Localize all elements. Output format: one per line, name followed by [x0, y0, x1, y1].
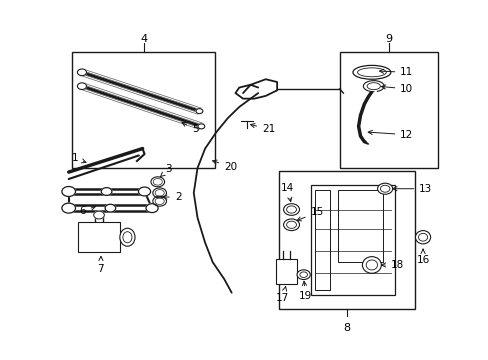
- Bar: [78, 222, 120, 252]
- Circle shape: [101, 188, 112, 195]
- Bar: [311, 185, 394, 296]
- Ellipse shape: [362, 257, 381, 273]
- Text: 1: 1: [71, 153, 86, 163]
- Bar: [314, 190, 329, 290]
- Text: 20: 20: [212, 160, 237, 172]
- Ellipse shape: [283, 204, 299, 215]
- Text: 7: 7: [98, 256, 104, 274]
- Ellipse shape: [283, 219, 299, 231]
- Text: 21: 21: [250, 123, 275, 134]
- Circle shape: [62, 203, 75, 213]
- Text: 13: 13: [392, 184, 431, 194]
- Text: 11: 11: [379, 67, 413, 77]
- Circle shape: [198, 124, 204, 129]
- Text: 19: 19: [298, 281, 311, 301]
- Ellipse shape: [120, 228, 135, 246]
- Text: 9: 9: [385, 34, 392, 44]
- Ellipse shape: [366, 83, 380, 90]
- Circle shape: [138, 187, 150, 196]
- Bar: [339, 51, 437, 168]
- Text: 2: 2: [163, 192, 181, 202]
- Text: 15: 15: [296, 207, 323, 221]
- Text: 14: 14: [281, 183, 294, 202]
- Ellipse shape: [415, 231, 430, 244]
- Text: 10: 10: [381, 84, 412, 94]
- Text: 5: 5: [182, 122, 198, 134]
- Circle shape: [153, 196, 166, 206]
- Text: 3: 3: [160, 164, 172, 177]
- Circle shape: [196, 109, 203, 114]
- Circle shape: [105, 204, 116, 212]
- Ellipse shape: [296, 270, 310, 279]
- Ellipse shape: [377, 183, 392, 194]
- Text: 16: 16: [416, 249, 429, 265]
- Text: 8: 8: [343, 323, 350, 333]
- Text: 18: 18: [381, 260, 403, 270]
- Bar: [275, 260, 297, 284]
- Ellipse shape: [366, 260, 377, 270]
- Text: 12: 12: [367, 130, 413, 140]
- Circle shape: [77, 69, 86, 76]
- Bar: [337, 190, 383, 262]
- Text: 6: 6: [79, 206, 95, 216]
- Text: 17: 17: [276, 287, 289, 303]
- Circle shape: [62, 186, 75, 197]
- Ellipse shape: [363, 81, 384, 92]
- Ellipse shape: [418, 233, 427, 241]
- Ellipse shape: [286, 206, 296, 213]
- Circle shape: [146, 204, 158, 212]
- Circle shape: [77, 83, 86, 90]
- Ellipse shape: [352, 66, 390, 79]
- Circle shape: [151, 177, 164, 187]
- Ellipse shape: [299, 272, 307, 278]
- Ellipse shape: [122, 232, 132, 243]
- Circle shape: [153, 188, 166, 198]
- Bar: [72, 51, 214, 168]
- Text: 4: 4: [140, 34, 147, 44]
- Circle shape: [94, 211, 104, 219]
- Bar: [279, 171, 415, 309]
- Ellipse shape: [357, 68, 386, 77]
- Ellipse shape: [380, 185, 389, 192]
- Ellipse shape: [286, 221, 296, 228]
